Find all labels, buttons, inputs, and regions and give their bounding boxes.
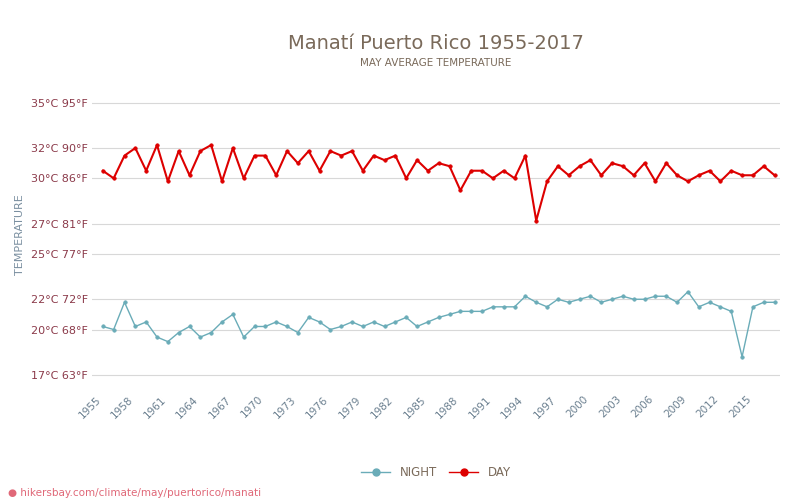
Text: ● hikersbay.com/climate/may/puertorico/manati: ● hikersbay.com/climate/may/puertorico/m… — [8, 488, 261, 498]
Title: Manatí Puerto Rico 1955-2017: Manatí Puerto Rico 1955-2017 — [288, 34, 584, 54]
Text: MAY AVERAGE TEMPERATURE: MAY AVERAGE TEMPERATURE — [360, 58, 512, 68]
Y-axis label: TEMPERATURE: TEMPERATURE — [15, 194, 25, 276]
Legend: NIGHT, DAY: NIGHT, DAY — [356, 461, 516, 483]
